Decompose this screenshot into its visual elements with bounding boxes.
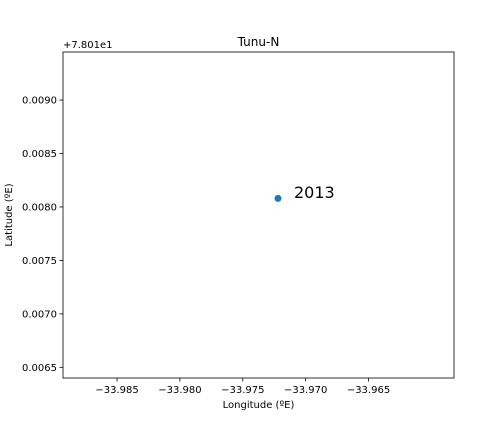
y-axis-label: Latitude (ºE): [4, 183, 15, 246]
y-tick-label: 0.0080: [22, 202, 57, 213]
y-tick-label: 0.0075: [22, 256, 57, 267]
x-tick-label: −33.965: [347, 385, 390, 396]
y-axis-ticks: 0.0065 0.0070 0.0075 0.0080 0.0085 0.0090: [22, 96, 63, 374]
x-axis-ticks: −33.985 −33.980 −33.975 −33.970 −33.965: [95, 378, 390, 396]
data-point: [274, 194, 282, 202]
y-tick-label: 0.0090: [22, 96, 57, 107]
y-offset-label: +7.801e1: [63, 40, 113, 51]
y-tick-label: 0.0085: [22, 149, 57, 160]
y-tick-label: 0.0070: [22, 309, 57, 320]
chart-title: Tunu-N: [237, 35, 280, 49]
x-tick-label: −33.980: [158, 385, 201, 396]
y-tick-label: 0.0065: [22, 363, 57, 374]
x-axis-label: Longitude (ºE): [223, 400, 295, 411]
x-tick-label: −33.970: [284, 385, 327, 396]
point-annotation: 2013: [294, 183, 335, 202]
plot-frame: [62, 51, 455, 379]
x-tick-label: −33.975: [221, 385, 264, 396]
x-tick-label: −33.985: [95, 385, 138, 396]
data-points: 2013: [274, 183, 335, 202]
